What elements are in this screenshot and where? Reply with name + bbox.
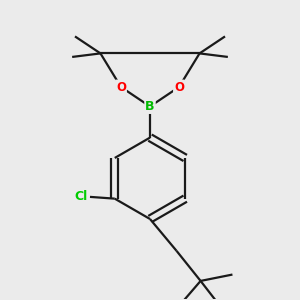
Text: O: O (174, 80, 184, 94)
Text: O: O (116, 80, 126, 94)
Text: Cl: Cl (74, 190, 88, 203)
Text: B: B (145, 100, 155, 113)
